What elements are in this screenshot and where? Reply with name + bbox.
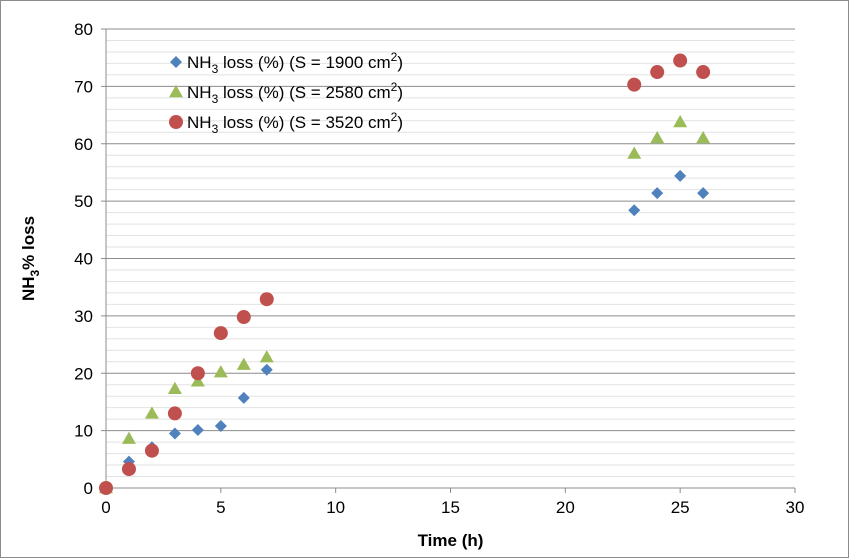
y-axis-ticks: 0 10 20 30 40 50 60 70 80 (74, 20, 106, 498)
legend-label: NH3 loss (%) (S = 3520 cm2) (187, 110, 403, 136)
data-point-diamond (697, 187, 710, 200)
data-points (99, 53, 711, 495)
data-point-triangle (213, 365, 228, 378)
x-tick-label: 30 (786, 498, 805, 517)
data-point-triangle (190, 374, 205, 387)
y-tick-label: 40 (74, 250, 93, 269)
data-point-triangle (121, 431, 136, 444)
y-tick-label: 50 (74, 192, 93, 211)
y-tick-label: 10 (74, 422, 93, 441)
legend-marker-circle (169, 115, 183, 129)
x-tick-label: 15 (441, 498, 460, 517)
data-point-diamond (651, 187, 664, 200)
data-point-circle (673, 53, 688, 68)
y-axis-title-sub: 3 (28, 269, 42, 276)
data-point-triangle (627, 146, 642, 159)
legend-marker-diamond (170, 56, 182, 68)
data-point-circle (167, 406, 182, 421)
x-axis-ticks: 0 5 10 15 20 25 30 (101, 488, 804, 517)
legend-entry: NH3 loss (%) (S = 1900 cm2) (170, 50, 403, 76)
legend-entry: NH3 loss (%) (S = 3520 cm2) (169, 110, 403, 136)
data-point-triangle (167, 381, 182, 394)
data-point-diamond (191, 424, 204, 437)
x-tick-label: 10 (326, 498, 345, 517)
legend-marker-triangle (169, 85, 183, 98)
data-point-circle (627, 77, 642, 92)
data-point-triangle (259, 350, 274, 363)
x-tick-label: 0 (101, 498, 110, 517)
data-point-diamond (674, 169, 687, 182)
data-point-triangle (696, 131, 711, 144)
y-axis-title-suffix: % loss (19, 216, 38, 270)
data-point-circle (696, 65, 711, 80)
legend-label: NH3 loss (%) (S = 2580 cm2) (187, 80, 403, 106)
y-tick-label: 0 (84, 479, 93, 498)
y-axis-title: NH3% loss (19, 216, 42, 301)
legend-label: NH3 loss (%) (S = 1900 cm2) (187, 50, 403, 76)
data-point-diamond (214, 420, 227, 433)
legend: NH3 loss (%) (S = 1900 cm2) NH3 loss (%) … (169, 50, 403, 136)
y-tick-label: 80 (74, 20, 93, 39)
x-tick-label: 20 (556, 498, 575, 517)
data-point-circle (213, 326, 228, 341)
data-point-diamond (237, 391, 250, 404)
data-point-circle (121, 462, 136, 477)
x-axis-title: Time (h) (418, 531, 484, 550)
legend-entry: NH3 loss (%) (S = 2580 cm2) (169, 80, 403, 106)
x-tick-label: 25 (671, 498, 690, 517)
data-point-triangle (673, 114, 688, 128)
data-point-triangle (650, 131, 665, 144)
data-point-circle (99, 481, 113, 495)
y-axis-title-prefix: NH (19, 276, 38, 301)
data-point-diamond (260, 363, 273, 376)
data-point-diamond (168, 427, 181, 440)
data-point-circle (259, 292, 274, 307)
data-point-triangle (236, 357, 251, 370)
data-point-circle (190, 366, 205, 381)
y-tick-label: 60 (74, 135, 93, 154)
y-tick-label: 70 (74, 77, 93, 96)
data-point-circle (144, 443, 159, 458)
data-point-circle (650, 65, 665, 80)
series-circle (99, 53, 711, 495)
data-point-circle (236, 310, 251, 325)
series-diamond (100, 169, 710, 494)
x-tick-label: 5 (216, 498, 225, 517)
y-tick-label: 20 (74, 364, 93, 383)
data-point-diamond (628, 204, 641, 217)
y-tick-label: 30 (74, 307, 93, 326)
data-point-triangle (144, 406, 159, 419)
